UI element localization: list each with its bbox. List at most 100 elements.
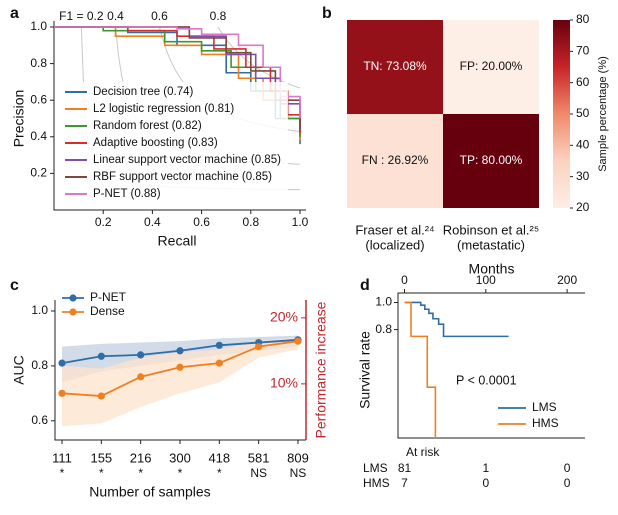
colorbar-tick-label: 30 — [576, 169, 590, 183]
data-point — [97, 392, 105, 400]
legend-label: L2 logistic regression (0.81) — [93, 103, 234, 115]
legend-label: Dense — [90, 304, 125, 318]
x-axis-label: Number of samples — [89, 484, 210, 500]
colorbar-tick-label: 80 — [576, 12, 590, 26]
annotation: P < 0.0001 — [456, 373, 517, 387]
x-tick-label: 216 — [130, 450, 152, 465]
at-risk-count: 81 — [398, 461, 412, 475]
iso-f1-label: 0.4 — [107, 9, 124, 23]
survival-curve — [404, 301, 509, 338]
x-tick-label: 581 — [248, 450, 270, 465]
data-point — [176, 363, 184, 371]
legend-label: Random forest (0.82) — [93, 120, 202, 132]
heatmap-cell — [443, 20, 539, 114]
survival-curve — [404, 301, 437, 438]
legend-box — [60, 82, 288, 204]
x-tick-label: 1.0 — [292, 215, 309, 229]
data-point — [255, 343, 263, 351]
legend-label: LMS — [532, 400, 557, 414]
at-risk-count: 0 — [564, 476, 571, 490]
colorbar-tick-label: 60 — [576, 75, 590, 89]
legend-marker — [69, 294, 77, 302]
legend-label: Decision tree (0.74) — [93, 86, 194, 98]
significance-label: * — [99, 466, 104, 480]
iso-f1-label: 0.6 — [151, 9, 168, 23]
at-risk-count: 0 — [482, 476, 489, 490]
panel-label: a — [10, 5, 19, 22]
y2-tick-label: 10% — [270, 375, 298, 391]
at-risk-title: At risk — [406, 445, 440, 459]
x-tick-label: 300 — [169, 450, 191, 465]
data-point — [97, 352, 105, 360]
data-point — [215, 341, 223, 349]
at-risk-count: 7 — [401, 476, 408, 490]
x-tick-label: 155 — [90, 450, 112, 465]
y-axis-label: Survival rate — [357, 331, 373, 409]
significance-label: NS — [290, 466, 307, 480]
y-tick-label: 0.6 — [30, 92, 47, 106]
significance-label: NS — [250, 466, 267, 480]
y2-axis-label: Performance increase — [313, 301, 329, 438]
data-point — [58, 389, 66, 397]
axis — [54, 300, 306, 441]
data-point — [215, 359, 223, 367]
colorbar — [553, 20, 570, 208]
significance-label: * — [178, 466, 183, 480]
panel-label: b — [322, 5, 332, 22]
x-tick-label: 0.8 — [242, 215, 259, 229]
at-risk-count: 0 — [564, 461, 571, 475]
x-tick-label: 0.2 — [95, 215, 112, 229]
y-tick-label: 1.0 — [31, 303, 48, 317]
y-tick-label: 0.4 — [30, 129, 47, 143]
colorbar-tick-label: 70 — [576, 44, 590, 58]
x-axis-label: Recall — [158, 233, 197, 249]
legend-marker — [69, 308, 77, 316]
y-tick-label: 1.0 — [375, 295, 392, 309]
confidence-band — [62, 337, 298, 427]
y-axis-label: AUC — [11, 355, 27, 385]
y2-tick-label: 20% — [270, 309, 298, 325]
column-note: (metastatic) — [457, 237, 525, 252]
column-note: (localized) — [365, 237, 424, 252]
legend-label: Linear support vector machine (0.85) — [93, 154, 281, 166]
x-tick-label: 0.6 — [193, 215, 210, 229]
data-point — [294, 337, 302, 345]
column-label: Fraser et al.²⁴ — [355, 222, 434, 237]
x-tick-label: 809 — [287, 450, 309, 465]
heatmap-cell — [443, 114, 539, 208]
cell-label: FP: 20.00% — [460, 59, 523, 73]
colorbar-tick-label: 20 — [576, 200, 590, 214]
cell-label: FN : 26.92% — [362, 153, 429, 167]
panel-label: d — [360, 277, 370, 294]
x-tick-label: 111 — [52, 450, 72, 465]
significance-label: * — [138, 466, 143, 480]
axis — [53, 21, 306, 211]
y-tick-label: 0.8 — [31, 358, 48, 372]
x-axis-label: Months — [469, 261, 515, 277]
y-axis-label: Precision — [11, 90, 27, 148]
x-tick-label: 100 — [476, 273, 496, 287]
data-point — [58, 359, 66, 367]
colorbar-tick-label: 40 — [576, 138, 590, 152]
at-risk-count: 1 — [482, 461, 489, 475]
data-point — [176, 347, 184, 355]
y-tick-label: 0.8 — [375, 322, 392, 336]
x-tick-label: 0 — [401, 273, 408, 287]
y-tick-label: 0.8 — [30, 56, 47, 70]
panel-label: c — [10, 277, 19, 294]
iso-f1-label: F1 = 0.2 — [59, 9, 104, 23]
legend-label: RBF support vector machine (0.85) — [93, 171, 272, 183]
cell-label: TP: 80.00% — [460, 153, 523, 167]
heatmap-cell — [347, 114, 443, 208]
y-tick-label: 1.0 — [30, 19, 47, 33]
iso-f1-label: 0.8 — [210, 9, 227, 23]
axis — [397, 292, 585, 439]
x-tick-label: 418 — [208, 450, 230, 465]
legend-label: HMS — [532, 416, 559, 430]
data-point — [137, 351, 145, 359]
x-tick-label: 0.4 — [144, 215, 161, 229]
colorbar-tick-label: 50 — [576, 106, 590, 120]
y-tick-label: 0.6 — [31, 413, 48, 427]
y-tick-label: 0.2 — [30, 166, 47, 180]
